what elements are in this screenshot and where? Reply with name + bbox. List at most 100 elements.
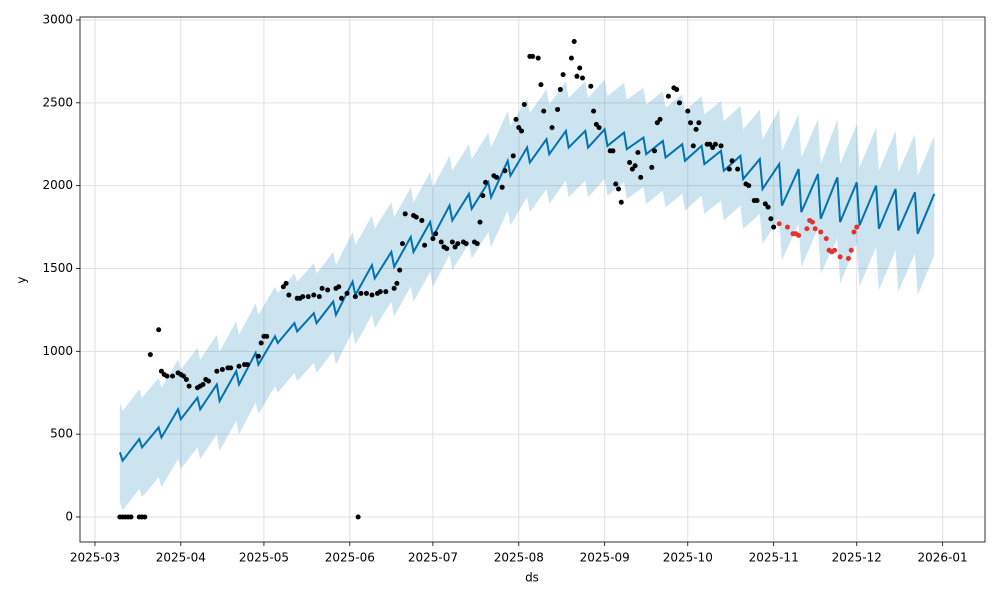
data-point bbox=[480, 193, 486, 199]
data-point bbox=[568, 55, 574, 61]
y-tick-label: 1000 bbox=[42, 344, 73, 358]
data-point bbox=[580, 75, 586, 81]
data-point bbox=[557, 87, 563, 93]
data-point bbox=[399, 241, 405, 247]
data-point bbox=[768, 216, 774, 222]
data-point bbox=[638, 174, 644, 180]
data-point bbox=[765, 204, 771, 210]
data-point bbox=[502, 168, 508, 174]
data-point bbox=[413, 214, 419, 220]
data-point bbox=[571, 39, 577, 45]
data-point bbox=[358, 290, 364, 296]
data-point bbox=[402, 211, 408, 217]
data-point bbox=[635, 150, 641, 156]
x-tick-label: 2025-04 bbox=[156, 551, 206, 565]
data-point bbox=[430, 236, 436, 242]
data-point bbox=[336, 284, 342, 290]
data-point bbox=[186, 383, 192, 389]
data-point bbox=[147, 352, 153, 358]
data-point bbox=[729, 158, 735, 164]
data-point bbox=[283, 280, 289, 286]
data-point bbox=[183, 376, 189, 382]
data-point bbox=[311, 292, 317, 298]
data-point bbox=[712, 141, 718, 147]
data-point bbox=[613, 181, 619, 187]
data-point bbox=[181, 373, 187, 379]
data-point bbox=[499, 184, 505, 190]
uncertainty-band bbox=[119, 79, 935, 511]
data-point bbox=[851, 229, 857, 235]
data-point bbox=[632, 163, 638, 169]
data-point bbox=[726, 166, 732, 172]
data-point bbox=[657, 116, 663, 122]
y-tick-label: 3000 bbox=[42, 12, 73, 26]
data-point bbox=[280, 284, 286, 290]
x-tick-label: 2025-06 bbox=[325, 551, 375, 565]
data-point bbox=[652, 148, 658, 154]
x-tick-label: 2025-03 bbox=[70, 551, 120, 565]
data-point bbox=[688, 120, 694, 126]
x-tick-label: 2025-10 bbox=[663, 551, 713, 565]
data-point bbox=[369, 292, 375, 298]
data-point bbox=[286, 292, 292, 298]
data-point bbox=[560, 72, 566, 78]
x-tick-label: 2026-01 bbox=[918, 551, 968, 565]
data-point bbox=[170, 373, 176, 379]
data-point bbox=[363, 290, 369, 296]
data-point bbox=[422, 242, 428, 248]
data-point bbox=[654, 120, 660, 126]
data-point bbox=[530, 53, 536, 59]
data-point bbox=[219, 367, 225, 373]
grid bbox=[80, 17, 985, 542]
x-tick-label: 2025-11 bbox=[749, 551, 799, 565]
data-point bbox=[206, 378, 212, 384]
data-point bbox=[200, 381, 206, 387]
data-point bbox=[535, 55, 541, 61]
data-point bbox=[449, 239, 455, 245]
data-point bbox=[519, 128, 525, 134]
data-point bbox=[142, 514, 148, 520]
x-tick-label: 2025-07 bbox=[408, 551, 458, 565]
data-point bbox=[754, 198, 760, 204]
data-point bbox=[483, 179, 489, 185]
y-tick-label: 500 bbox=[50, 427, 73, 441]
data-point bbox=[319, 285, 325, 291]
y-tick-label: 2000 bbox=[42, 178, 73, 192]
data-point bbox=[516, 125, 522, 131]
data-point bbox=[762, 201, 768, 207]
axes-frame bbox=[79, 16, 986, 543]
data-point bbox=[255, 353, 261, 359]
x-tick-label: 2025-05 bbox=[239, 551, 289, 565]
x-tick-label: 2025-09 bbox=[580, 551, 630, 565]
data-point bbox=[837, 254, 843, 260]
data-point bbox=[452, 244, 458, 250]
data-point bbox=[394, 280, 400, 286]
data-point bbox=[383, 289, 389, 295]
data-point bbox=[577, 65, 583, 71]
data-point bbox=[665, 93, 671, 99]
data-point bbox=[538, 82, 544, 88]
data-point bbox=[164, 373, 170, 379]
data-point bbox=[352, 294, 358, 300]
data-point bbox=[823, 236, 829, 242]
data-point bbox=[818, 229, 824, 235]
data-point bbox=[618, 199, 624, 205]
data-point bbox=[474, 241, 480, 247]
y-tick-label: 1500 bbox=[42, 261, 73, 275]
data-point bbox=[444, 246, 450, 252]
data-point bbox=[804, 226, 810, 232]
data-point bbox=[649, 164, 655, 170]
data-point bbox=[264, 333, 270, 339]
y-tick-label: 2500 bbox=[42, 95, 73, 109]
data-point bbox=[258, 340, 264, 346]
axes: 2025-03 2025-04 2025-05 2025-06 2025-07 2025-… bbox=[42, 12, 967, 564]
data-point bbox=[574, 73, 580, 79]
data-point bbox=[674, 87, 680, 93]
data-point bbox=[438, 239, 444, 245]
data-point bbox=[419, 217, 425, 223]
data-point bbox=[477, 219, 483, 225]
data-point bbox=[510, 153, 516, 159]
x-axis-label: ds bbox=[525, 571, 539, 585]
data-point bbox=[710, 145, 716, 151]
